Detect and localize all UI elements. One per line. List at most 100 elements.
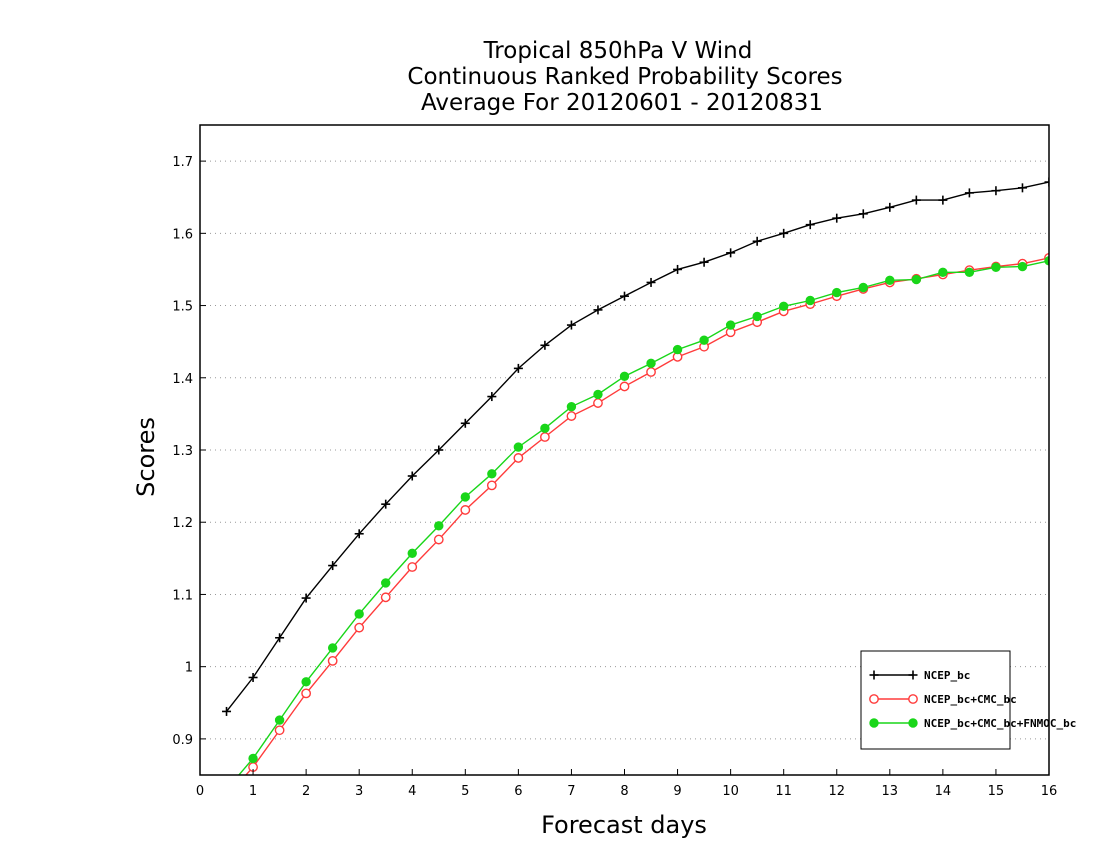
data-point (275, 633, 285, 643)
data-point (433, 534, 444, 545)
data-point (274, 725, 285, 736)
data-point (908, 670, 918, 680)
data-point (752, 311, 762, 322)
data-point (778, 301, 789, 311)
data-point (908, 694, 918, 704)
data-point (566, 401, 577, 412)
data-point (487, 469, 497, 479)
data-point (434, 521, 444, 531)
data-point (832, 213, 842, 223)
data-point (911, 274, 922, 285)
data-point (725, 320, 736, 330)
data-point (869, 694, 879, 704)
data-point (222, 785, 230, 793)
data-point (699, 257, 709, 267)
data-point (752, 236, 762, 246)
x-tick-label: 8 (620, 784, 628, 799)
data-point (566, 411, 577, 421)
data-point (513, 453, 524, 463)
legend-label: NCEP_bc+CMC_bc (924, 693, 1017, 706)
data-point (964, 267, 975, 278)
data-point (407, 562, 418, 572)
data-point (1017, 183, 1027, 193)
y-tick-label: 1.2 (172, 516, 193, 531)
legend: NCEP_bc NCEP_bc+CMC_bc NCEP_bc+CMC_bc+FNMO… (860, 650, 1076, 750)
data-point (328, 561, 338, 571)
data-point (540, 340, 550, 350)
data-point (407, 548, 417, 558)
x-axis-label: Forecast days (541, 811, 707, 839)
x-axis-ticks: 0 1 2 3 4 5 6 7 8 9 10 11 12 13 14 15 16 (196, 769, 1057, 799)
y-tick-label: 1.5 (172, 300, 193, 315)
data-point (805, 220, 815, 230)
data-point (858, 209, 868, 219)
x-tick-label: 11 (775, 784, 792, 799)
x-tick-label: 5 (461, 784, 469, 799)
legend-label: NCEP_bc (924, 669, 970, 682)
data-point (646, 358, 656, 369)
data-point (566, 320, 576, 330)
x-tick-label: 4 (408, 784, 416, 799)
data-point (1017, 261, 1028, 272)
legend-box (860, 650, 1011, 750)
data-point (513, 363, 523, 373)
series-line (225, 181, 1049, 712)
data-point (301, 593, 311, 603)
data-point (301, 688, 312, 699)
x-tick-label: 10 (722, 784, 739, 799)
y-tick-label: 1.6 (172, 227, 193, 242)
data-point (354, 622, 365, 633)
y-axis-label: Scores (132, 417, 160, 497)
data-point (222, 792, 230, 800)
data-point (513, 442, 524, 452)
data-point (699, 335, 709, 345)
x-tick-label: 9 (673, 784, 681, 799)
data-point (460, 418, 470, 428)
x-tick-label: 2 (302, 784, 310, 799)
data-point (593, 305, 603, 315)
data-point (908, 718, 918, 728)
data-point (869, 718, 879, 728)
y-axis-ticks: 0.9 1 1.1 1.2 1.3 1.4 1.5 1.6 1.7 (172, 155, 206, 748)
legend-label: NCEP_bc+CMC_bc+FNMOC_bc (924, 717, 1076, 730)
legend-entry-2: NCEP_bc+CMC_bc (869, 693, 1017, 706)
data-point (619, 381, 630, 392)
data-point (540, 423, 550, 434)
data-point (487, 392, 497, 402)
data-point (222, 706, 232, 716)
data-point (869, 670, 879, 680)
data-point (646, 367, 656, 377)
data-point (832, 287, 842, 298)
series-1 (222, 177, 1049, 716)
legend-entry-3: NCEP_bc+CMC_bc+FNMOC_bc (869, 717, 1076, 730)
x-tick-label: 0 (196, 784, 204, 799)
data-point (885, 275, 895, 285)
data-point (885, 202, 895, 212)
data-point (354, 529, 364, 539)
x-tick-label: 14 (935, 784, 952, 799)
data-point (672, 344, 683, 355)
data-point (354, 609, 364, 619)
data-point (673, 264, 683, 274)
data-point (593, 389, 603, 400)
data-point (248, 753, 258, 764)
data-point (486, 480, 497, 491)
data-point (991, 186, 1001, 196)
data-point (646, 277, 656, 287)
y-tick-label: 1.4 (172, 372, 193, 387)
y-tick-label: 1.3 (172, 444, 193, 459)
data-point (380, 592, 391, 603)
data-point (460, 505, 471, 515)
data-point (911, 195, 921, 205)
data-point (619, 371, 630, 382)
data-point (593, 398, 603, 408)
data-point (381, 578, 391, 588)
data-point (1044, 256, 1049, 266)
series-group (222, 177, 1049, 800)
data-point (805, 295, 815, 306)
chart-title: Tropical 850hPa V Wind Continuous Ranked… (407, 38, 842, 116)
data-point (381, 499, 391, 509)
x-tick-label: 1 (249, 784, 257, 799)
data-point (858, 282, 868, 293)
